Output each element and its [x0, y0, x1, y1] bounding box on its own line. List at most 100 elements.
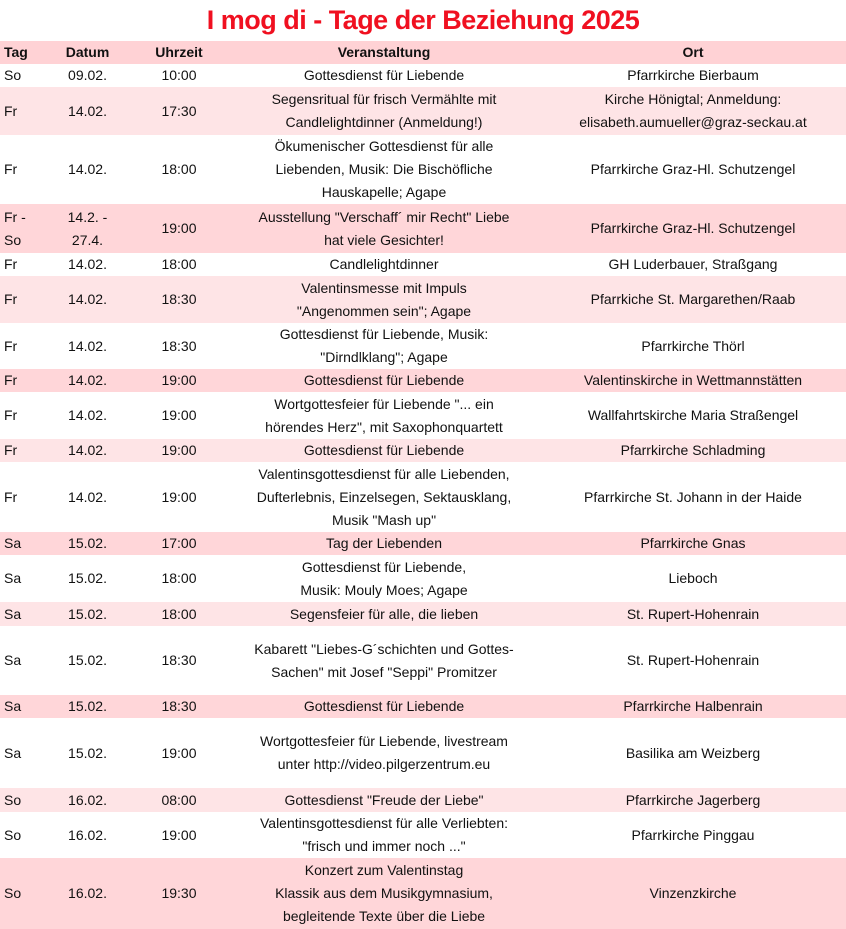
cell-veranstaltung: Valentinsgottesdienst für alle Verliebte… — [228, 812, 540, 858]
cell-uhrzeit: 19:00 — [130, 718, 228, 788]
cell-datum: 14.02. — [45, 276, 130, 323]
table-row: So 16.02. 19:30 Konzert zum Valentinstag Kl… — [0, 858, 846, 929]
cell-veranstaltung: Ausstellung "Verschaff´ mir Recht" Liebe… — [228, 204, 540, 253]
cell-veranstaltung: Wortgottesfeier für Liebende, livestream… — [228, 718, 540, 788]
cell-ort: St. Rupert-Hohenrain — [540, 626, 846, 695]
cell-datum: 15.02. — [45, 695, 130, 718]
cell-uhrzeit: 19:00 — [130, 392, 228, 439]
cell-datum: 14.02. — [45, 135, 130, 204]
cell-tag: So — [0, 788, 45, 812]
cell-tag: Sa — [0, 602, 45, 626]
cell-veranstaltung: Segensritual für frisch Vermählte mit Ca… — [228, 87, 540, 135]
cell-datum: 16.02. — [45, 788, 130, 812]
table-row: So 09.02. 10:00 Gottesdienst für Liebende Pf… — [0, 64, 846, 87]
cell-uhrzeit: 10:00 — [130, 64, 228, 87]
cell-tag: Fr — [0, 392, 45, 439]
cell-veranstaltung: Gottesdienst für Liebende — [228, 695, 540, 718]
table-row: Fr 14.02. 18:00 Candlelightdinner GH Luderba… — [0, 253, 846, 276]
table-row: Fr 14.02. 18:30 Gottesdienst für Liebende, … — [0, 323, 846, 369]
cell-uhrzeit: 18:30 — [130, 626, 228, 695]
cell-tag: Sa — [0, 695, 45, 718]
cell-tag: Sa — [0, 626, 45, 695]
cell-datum: 15.02. — [45, 532, 130, 555]
cell-tag: Fr — [0, 253, 45, 276]
cell-tag: So — [0, 64, 45, 87]
column-header-veranstaltung: Veranstaltung — [228, 41, 540, 64]
cell-uhrzeit: 18:00 — [130, 253, 228, 276]
cell-uhrzeit: 18:30 — [130, 276, 228, 323]
cell-datum: 14.2. - 27.4. — [45, 204, 130, 253]
cell-veranstaltung: Tag der Liebenden — [228, 532, 540, 555]
cell-tag: Fr — [0, 439, 45, 462]
cell-veranstaltung: Valentinsmesse mit Impuls "Angenommen se… — [228, 276, 540, 323]
cell-uhrzeit: 08:00 — [130, 788, 228, 812]
cell-uhrzeit: 18:00 — [130, 555, 228, 602]
cell-tag: Fr — [0, 462, 45, 532]
table-row: Fr - So 14.2. - 27.4. 19:00 Ausstellung "Ve… — [0, 204, 846, 253]
cell-datum: 14.02. — [45, 439, 130, 462]
cell-datum: 14.02. — [45, 369, 130, 392]
cell-ort: Pfarrkirche Schladming — [540, 439, 846, 462]
table-row: Fr 14.02. 17:30 Segensritual für frisch Ver… — [0, 87, 846, 135]
cell-ort: Vinzenzkirche — [540, 858, 846, 929]
table-row: Fr 14.02. 19:00 Gottesdienst für Liebende Va… — [0, 369, 846, 392]
cell-ort: Wallfahrtskirche Maria Straßengel — [540, 392, 846, 439]
cell-ort: St. Rupert-Hohenrain — [540, 602, 846, 626]
cell-datum: 16.02. — [45, 812, 130, 858]
table-row: Sa 15.02. 19:00 Wortgottesfeier für Liebend… — [0, 718, 846, 788]
cell-ort: GH Luderbauer, Straßgang — [540, 253, 846, 276]
cell-veranstaltung: Wortgottesfeier für Liebende "... ein hö… — [228, 392, 540, 439]
table-row: Fr 14.02. 18:00 Ökumenischer Gottesdienst f… — [0, 135, 846, 204]
cell-ort: Lieboch — [540, 555, 846, 602]
cell-veranstaltung: Konzert zum Valentinstag Klassik aus dem… — [228, 858, 540, 929]
cell-datum: 14.02. — [45, 87, 130, 135]
cell-veranstaltung: Gottesdienst für Liebende, Musik: Mouly … — [228, 555, 540, 602]
cell-veranstaltung: Gottesdienst "Freude der Liebe" — [228, 788, 540, 812]
cell-ort: Pfarrkirche Jagerberg — [540, 788, 846, 812]
cell-ort: Pfarrkirche Thörl — [540, 323, 846, 369]
cell-uhrzeit: 18:30 — [130, 323, 228, 369]
cell-uhrzeit: 19:00 — [130, 812, 228, 858]
cell-tag: Sa — [0, 718, 45, 788]
cell-datum: 15.02. — [45, 555, 130, 602]
column-header-ort: Ort — [540, 41, 846, 64]
cell-ort: Pfarrkirche Graz-Hl. Schutzengel — [540, 204, 846, 253]
cell-ort: Pfarrkirche St. Johann in der Haide — [540, 462, 846, 532]
cell-tag: Fr - So — [0, 204, 45, 253]
cell-tag: So — [0, 812, 45, 858]
cell-ort: Pfarrkirche Pinggau — [540, 812, 846, 858]
cell-uhrzeit: 19:30 — [130, 858, 228, 929]
cell-ort: Pfarrkirche Gnas — [540, 532, 846, 555]
column-header-uhrzeit: Uhrzeit — [130, 41, 228, 64]
cell-tag: Fr — [0, 323, 45, 369]
cell-tag: So — [0, 858, 45, 929]
cell-ort: Pfarrkirche Graz-Hl. Schutzengel — [540, 135, 846, 204]
cell-veranstaltung: Valentinsgottesdienst für alle Liebenden… — [228, 462, 540, 532]
table-row: So 16.02. 08:00 Gottesdienst "Freude der Li… — [0, 788, 846, 812]
cell-uhrzeit: 18:00 — [130, 135, 228, 204]
cell-uhrzeit: 19:00 — [130, 462, 228, 532]
cell-veranstaltung: Gottesdienst für Liebende — [228, 439, 540, 462]
table-row: Fr 14.02. 19:00 Wortgottesfeier für Liebend… — [0, 392, 846, 439]
cell-tag: Sa — [0, 532, 45, 555]
table-row: Fr 14.02. 18:30 Valentinsmesse mit Impuls "… — [0, 276, 846, 323]
events-table: Tag Datum Uhrzeit Veranstaltung Ort So 09… — [0, 41, 846, 929]
cell-uhrzeit: 17:00 — [130, 532, 228, 555]
cell-tag: Fr — [0, 276, 45, 323]
cell-ort: Pfarrkiche St. Margarethen/Raab — [540, 276, 846, 323]
cell-veranstaltung: Segensfeier für alle, die lieben — [228, 602, 540, 626]
cell-veranstaltung: Gottesdienst für Liebende, Musik: "Dirnd… — [228, 323, 540, 369]
cell-uhrzeit: 19:00 — [130, 439, 228, 462]
cell-uhrzeit: 18:30 — [130, 695, 228, 718]
table-row: Sa 15.02. 18:30 Kabarett "Liebes-G´schichte… — [0, 626, 846, 695]
cell-datum: 15.02. — [45, 718, 130, 788]
cell-tag: Fr — [0, 135, 45, 204]
cell-uhrzeit: 17:30 — [130, 87, 228, 135]
cell-datum: 15.02. — [45, 602, 130, 626]
cell-ort: Pfarrkirche Halbenrain — [540, 695, 846, 718]
cell-datum: 14.02. — [45, 462, 130, 532]
cell-tag: Fr — [0, 87, 45, 135]
cell-veranstaltung: Kabarett "Liebes-G´schichten und Gottes-… — [228, 626, 540, 695]
table-row: Sa 15.02. 18:00 Segensfeier für alle, die l… — [0, 602, 846, 626]
cell-veranstaltung: Gottesdienst für Liebende — [228, 64, 540, 87]
